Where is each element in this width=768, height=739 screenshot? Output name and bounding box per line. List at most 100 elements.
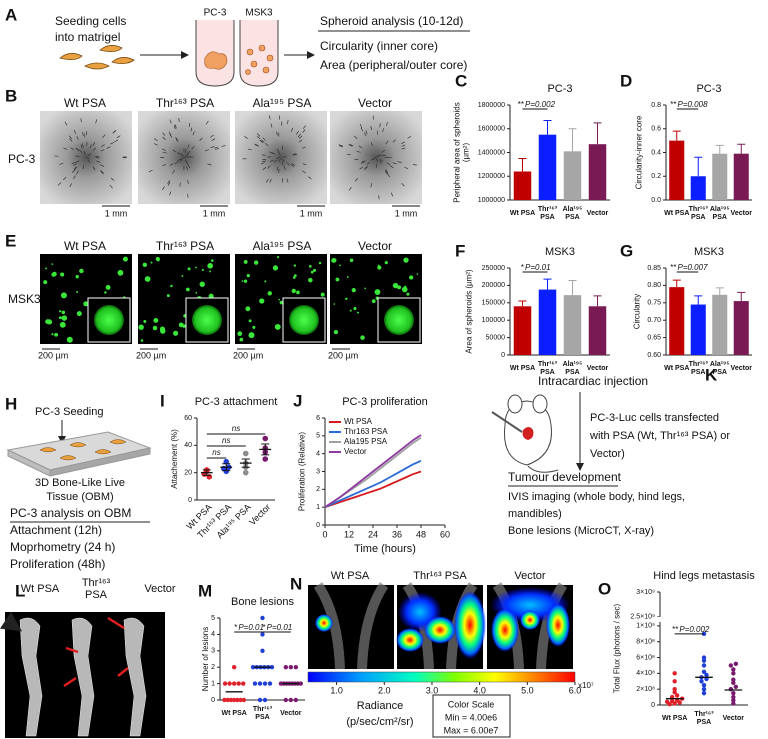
chart-title: MSK3 (545, 246, 575, 258)
y-axis-label-box: Circularity-inner core (635, 116, 644, 190)
data-point (699, 679, 704, 684)
spheroid (264, 280, 267, 283)
significance-stars: * (521, 263, 524, 272)
x-tick-label-box: Vector (722, 715, 745, 723)
y-tick-label: 50000 (486, 334, 506, 341)
cell-streak (87, 153, 92, 157)
cell-streak (339, 145, 344, 148)
panel-label: O (598, 579, 611, 598)
b-column-header: Vector (358, 96, 392, 110)
cell-streak (102, 134, 106, 138)
cell-streak (186, 166, 188, 171)
b-row-label: PC-3 (8, 152, 36, 166)
y-tick-label: 4×10⁸ (636, 670, 655, 677)
cell-streak (401, 144, 406, 147)
k-cells: Vector) (590, 448, 625, 460)
a-analysis-item: Area (peripheral/outer core) (320, 58, 467, 72)
b-column-header: Thr¹⁶³ PSA (156, 96, 214, 110)
significance-label: ns (212, 448, 220, 457)
cell-streak (188, 122, 191, 127)
cell-streak (114, 139, 119, 143)
y-tick-label: 100000 (482, 317, 505, 324)
x-tick-label: Thr¹⁶³ PSA (537, 361, 558, 376)
data-point (701, 690, 707, 696)
spheroid (404, 285, 407, 288)
cell-streak (172, 149, 177, 153)
spheroid (349, 258, 354, 263)
cell-streak (381, 149, 386, 153)
cell-streak (73, 163, 77, 166)
bar (538, 134, 557, 200)
spheroid (195, 292, 198, 294)
cell-streak (68, 135, 72, 140)
cell-streak (210, 146, 215, 149)
n-column-header: Vector (514, 570, 546, 582)
cell-streak (95, 119, 98, 124)
data-point (267, 681, 273, 686)
spheroid (345, 297, 348, 301)
x-tick-label: Vector (722, 715, 745, 723)
x-tick-label: 0 (322, 529, 327, 539)
cell-streak (276, 131, 278, 136)
series-line (324, 434, 422, 508)
x-tick-label-box: Thr¹⁶³ PSA (689, 206, 708, 221)
a-seeding: Seeding cells (55, 14, 126, 28)
spheroid (210, 259, 214, 262)
spheroid (178, 322, 184, 328)
x-tick-label-box: Thr¹⁶³ PSA (694, 711, 713, 726)
x-tick-label-box: Ala¹⁹⁵ PSA (710, 361, 730, 376)
cell-streak (265, 142, 269, 147)
cell-streak (260, 162, 265, 165)
x-tick-label-box: Thr¹⁶³ PSA (538, 206, 557, 221)
e-scale-label: 200 µm (328, 350, 358, 360)
cell-streak (261, 139, 265, 143)
y-tick-label: 4 (211, 631, 215, 638)
panel-k-art (491, 392, 618, 487)
error-bar (593, 122, 602, 145)
cell-streak (87, 159, 91, 164)
spheroid (153, 317, 159, 323)
bar (538, 289, 557, 355)
data-point (701, 655, 707, 660)
spheroid (60, 272, 65, 277)
cell-streak (371, 157, 375, 161)
y-tick-label: 5 (211, 615, 215, 622)
cell-streak (379, 158, 384, 162)
spheroid (403, 257, 409, 263)
spheroid (397, 285, 402, 290)
x-tick-label-box: Wt PSA (510, 210, 535, 217)
a-seeding: into matrigel (55, 30, 120, 44)
cell-streak (176, 138, 179, 142)
y-tick-label: 1600000 (478, 126, 505, 133)
l-column-header: Thr¹⁶³ PSA (81, 576, 111, 601)
y-tick-label: 0 (188, 497, 192, 504)
cell-streak (286, 162, 290, 166)
spheroid (279, 300, 284, 305)
y-axis-label: Circularity (632, 293, 642, 330)
cell-streak (153, 143, 158, 146)
a-tube-label: PC-3 (204, 8, 227, 19)
error-bar (737, 143, 746, 154)
x-tick-label-box: Vector (731, 210, 752, 217)
panel-label: A (5, 5, 17, 24)
spheroid (207, 262, 214, 269)
x-axis-label: Time (hours) (354, 543, 416, 555)
cell-streak (267, 165, 271, 169)
x-tick-label-box: Vector (280, 710, 301, 717)
y-tick-label: 1400000 (478, 149, 505, 156)
cell-streak (401, 141, 405, 145)
spheroid (339, 264, 341, 267)
cell-streak (287, 120, 289, 125)
significance-stars: ** (670, 100, 676, 109)
cell-streak (187, 164, 191, 169)
y-tick-label: 1×10⁹ (636, 623, 655, 630)
cell-streak (75, 160, 80, 163)
spheroid (243, 259, 248, 264)
b-scale-label: 1 mm (300, 208, 323, 218)
y-tick-label: 0.0 (651, 197, 661, 204)
cell-streak (177, 152, 181, 155)
cell-streak (376, 158, 378, 163)
data-point (231, 665, 237, 670)
data-point (231, 697, 237, 703)
cell-streak (215, 148, 220, 150)
